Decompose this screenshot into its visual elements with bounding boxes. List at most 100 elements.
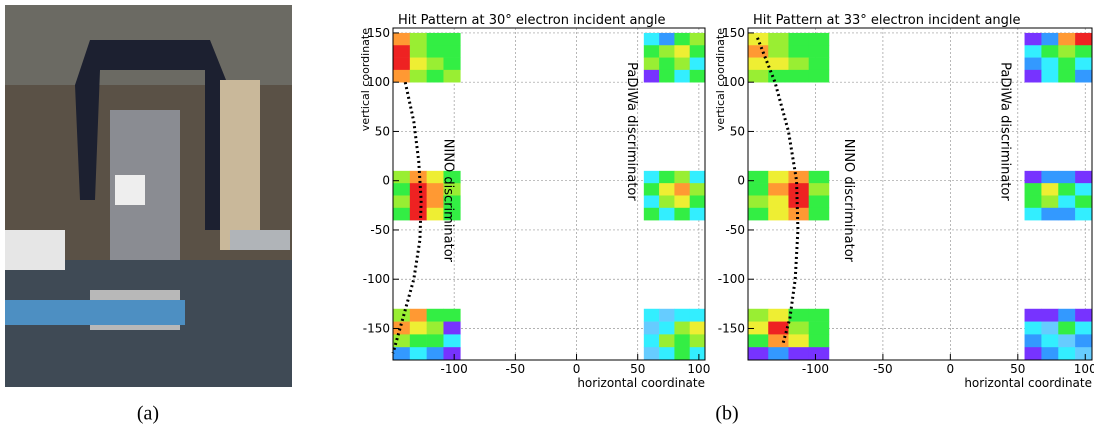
- heat-cell: [659, 309, 675, 322]
- heat-cell: [1025, 45, 1042, 58]
- heat-cell: [443, 45, 460, 58]
- heat-cell: [1025, 58, 1042, 71]
- heat-cell: [443, 322, 460, 335]
- photo: [5, 5, 292, 387]
- heat-cell: [768, 208, 789, 221]
- heat-cell: [427, 58, 444, 71]
- heat-cell: [788, 33, 809, 46]
- heat-cell: [443, 347, 460, 360]
- heat-cell: [644, 322, 660, 335]
- heat-cell: [443, 58, 460, 71]
- heat-cell: [809, 208, 830, 221]
- heat-cell: [1025, 208, 1042, 221]
- heat-cell: [393, 195, 410, 208]
- heat-cell: [748, 208, 769, 221]
- heat-cell: [393, 58, 410, 71]
- heat-cell: [427, 322, 444, 335]
- heat-cell: [1025, 33, 1042, 46]
- x-tick-label: 100: [687, 362, 710, 376]
- heat-cell: [1041, 309, 1058, 322]
- heat-cell: [1041, 322, 1058, 335]
- caption: (a): [137, 403, 159, 425]
- heat-cell: [427, 334, 444, 347]
- heat-cell: [690, 58, 706, 71]
- heat-cell: [1025, 70, 1042, 83]
- heat-cell: [443, 70, 460, 83]
- heat-cell: [410, 309, 427, 322]
- heat-cell: [659, 70, 675, 83]
- x-tick-label: 50: [1010, 362, 1025, 376]
- heat-cell: [788, 45, 809, 58]
- y-axis-label: vertical coordinate: [714, 28, 727, 131]
- heat-cell: [768, 183, 789, 196]
- heat-cell: [748, 70, 769, 83]
- heat-cell: [1025, 183, 1042, 196]
- heat-cell: [690, 45, 706, 58]
- heat-cell: [644, 347, 660, 360]
- heat-cell: [809, 171, 830, 184]
- heat-cell: [1058, 58, 1075, 71]
- heat-cell: [788, 58, 809, 71]
- x-tick-label: -50: [506, 362, 526, 376]
- heat-cell: [1058, 322, 1075, 335]
- heat-cell: [644, 45, 660, 58]
- heat-cell: [788, 347, 809, 360]
- heat-cell: [1041, 70, 1058, 83]
- heat-cell: [809, 183, 830, 196]
- annotation: NINO discriminator: [841, 139, 856, 263]
- heat-cell: [788, 195, 809, 208]
- heat-cell: [1058, 347, 1075, 360]
- heat-cell: [809, 347, 830, 360]
- heat-cell: [644, 171, 660, 184]
- heat-cell: [748, 183, 769, 196]
- annotation: PaDiWa discriminator: [998, 62, 1013, 201]
- heat-cell: [1058, 208, 1075, 221]
- heat-cell: [644, 334, 660, 347]
- x-tick-label: 0: [573, 362, 581, 376]
- heat-cell: [393, 171, 410, 184]
- heat-cell: [1041, 334, 1058, 347]
- heat-cell: [427, 309, 444, 322]
- heat-cell: [1041, 347, 1058, 360]
- y-axis-label: vertical coordinate: [359, 28, 372, 131]
- heat-cell: [1075, 58, 1092, 71]
- heat-cell: [768, 309, 789, 322]
- heat-cell: [809, 58, 830, 71]
- heat-cell: [410, 45, 427, 58]
- heat-cell: [393, 33, 410, 46]
- heat-cell: [644, 208, 660, 221]
- heat-cell: [690, 347, 706, 360]
- heat-cell: [1058, 195, 1075, 208]
- heat-cell: [393, 334, 410, 347]
- heat-cell: [1058, 334, 1075, 347]
- heat-cell: [659, 208, 675, 221]
- heat-cell: [690, 334, 706, 347]
- heat-cell: [427, 70, 444, 83]
- heat-cell: [410, 195, 427, 208]
- y-tick-label: -150: [363, 321, 390, 335]
- heat-cell: [427, 347, 444, 360]
- y-tick-label: 0: [382, 174, 390, 188]
- heat-cell: [1075, 45, 1092, 58]
- heat-cell: [644, 70, 660, 83]
- heat-cell: [1025, 195, 1042, 208]
- heat-cell: [1041, 208, 1058, 221]
- heat-cell: [659, 347, 675, 360]
- heat-cell: [1075, 208, 1092, 221]
- heat-cell: [1025, 334, 1042, 347]
- heat-cell: [1058, 183, 1075, 196]
- heat-cell: [788, 309, 809, 322]
- heat-cell: [1075, 347, 1092, 360]
- heat-cell: [788, 322, 809, 335]
- heat-cell: [659, 33, 675, 46]
- heat-cell: [674, 208, 690, 221]
- heat-cell: [809, 334, 830, 347]
- heat-cell: [659, 195, 675, 208]
- heat-cell: [768, 33, 789, 46]
- heat-cell: [1058, 309, 1075, 322]
- heat-cell: [1041, 58, 1058, 71]
- heat-cell: [690, 70, 706, 83]
- heat-cell: [690, 183, 706, 196]
- heat-cell: [644, 58, 660, 71]
- heat-cell: [768, 58, 789, 71]
